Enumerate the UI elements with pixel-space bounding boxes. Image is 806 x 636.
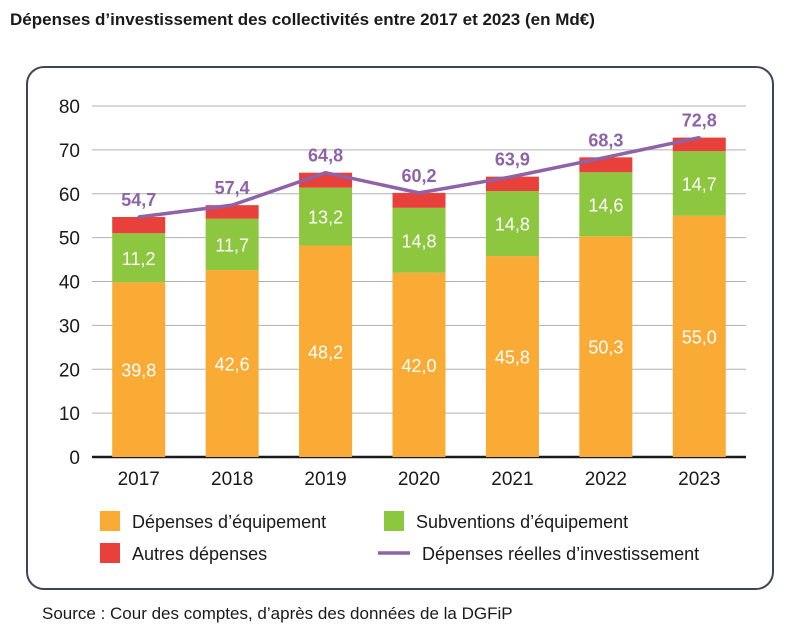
data-label-equipement: 39,8 xyxy=(121,361,156,381)
y-tick-label: 40 xyxy=(59,273,80,294)
data-label-equipement: 45,8 xyxy=(495,348,530,368)
line-value-label: 63,9 xyxy=(495,150,530,170)
bar-equipement xyxy=(205,270,259,457)
data-label-subventions: 11,2 xyxy=(122,249,156,269)
data-label-equipement: 42,6 xyxy=(215,355,250,375)
line-value-label: 64,8 xyxy=(308,146,343,166)
bar-subventions xyxy=(672,151,726,216)
bar-subventions xyxy=(579,172,633,237)
data-label-subventions: 13,2 xyxy=(308,208,343,228)
line-value-label: 54,7 xyxy=(121,190,156,210)
y-tick-label: 20 xyxy=(59,360,80,381)
line-point xyxy=(230,203,234,207)
y-tick-label: 50 xyxy=(59,229,80,250)
bar-equipement xyxy=(485,256,539,457)
source-note: Source : Cour des comptes, d’après des d… xyxy=(42,604,513,623)
legend-label-subventions: Subventions d’équipement xyxy=(416,512,628,532)
y-tick-label: 10 xyxy=(59,404,80,425)
data-label-equipement: 42,0 xyxy=(401,356,436,376)
line-point xyxy=(417,191,421,195)
legend-swatch-autres xyxy=(100,543,120,563)
data-label-subventions: 14,7 xyxy=(682,174,717,194)
y-tick-label: 80 xyxy=(59,97,80,118)
data-label-equipement: 48,2 xyxy=(308,342,343,362)
data-label-subventions: 14,8 xyxy=(401,231,436,251)
legend-label-equipement: Dépenses d’équipement xyxy=(132,512,326,532)
line-value-label: 72,8 xyxy=(682,111,717,131)
x-tick-label: 2020 xyxy=(398,469,440,490)
line-point xyxy=(324,171,328,175)
chart-title: Dépenses d’investissement des collectivi… xyxy=(10,10,595,29)
legend-swatch-equipement xyxy=(100,511,120,531)
line-point xyxy=(137,215,141,219)
legend-label-autres: Autres dépenses xyxy=(132,544,267,564)
y-tick-label: 30 xyxy=(59,316,80,337)
data-label-subventions: 11,7 xyxy=(215,235,249,255)
bar-autres xyxy=(392,192,446,208)
line-value-label: 68,3 xyxy=(588,130,623,150)
bar-subventions xyxy=(392,207,446,273)
data-label-subventions: 14,8 xyxy=(495,215,530,235)
chart-frame xyxy=(26,66,774,590)
data-label-equipement: 50,3 xyxy=(588,338,623,358)
x-tick-label: 2017 xyxy=(118,469,160,490)
bar-autres xyxy=(672,137,726,152)
bar-equipement xyxy=(299,245,353,457)
bar-subventions xyxy=(299,187,353,246)
bar-equipement xyxy=(392,272,446,457)
x-tick-label: 2018 xyxy=(211,469,253,490)
line-value-label: 57,4 xyxy=(215,178,250,198)
bar-subventions xyxy=(485,191,539,257)
y-tick-label: 0 xyxy=(69,448,80,469)
line-point xyxy=(510,175,514,179)
y-tick-label: 60 xyxy=(59,185,80,206)
data-label-equipement: 55,0 xyxy=(682,327,717,347)
bar-equipement xyxy=(579,236,633,457)
x-tick-label: 2019 xyxy=(304,469,346,490)
bar-subventions xyxy=(112,233,166,283)
line-point xyxy=(604,155,608,159)
bar-equipement xyxy=(672,215,726,457)
line-point xyxy=(697,136,701,140)
legend-swatch-subventions xyxy=(384,511,404,531)
legend-label-line: Dépenses réelles d’investissement xyxy=(422,544,699,564)
bar-equipement xyxy=(112,282,166,457)
data-label-subventions: 14,6 xyxy=(588,195,623,215)
bar-subventions xyxy=(205,218,259,271)
line-value-label: 60,2 xyxy=(401,166,436,186)
x-tick-label: 2023 xyxy=(678,469,720,490)
y-tick-label: 70 xyxy=(59,141,80,162)
x-tick-label: 2022 xyxy=(585,469,627,490)
bar-autres xyxy=(112,217,166,234)
x-tick-label: 2021 xyxy=(491,469,533,490)
